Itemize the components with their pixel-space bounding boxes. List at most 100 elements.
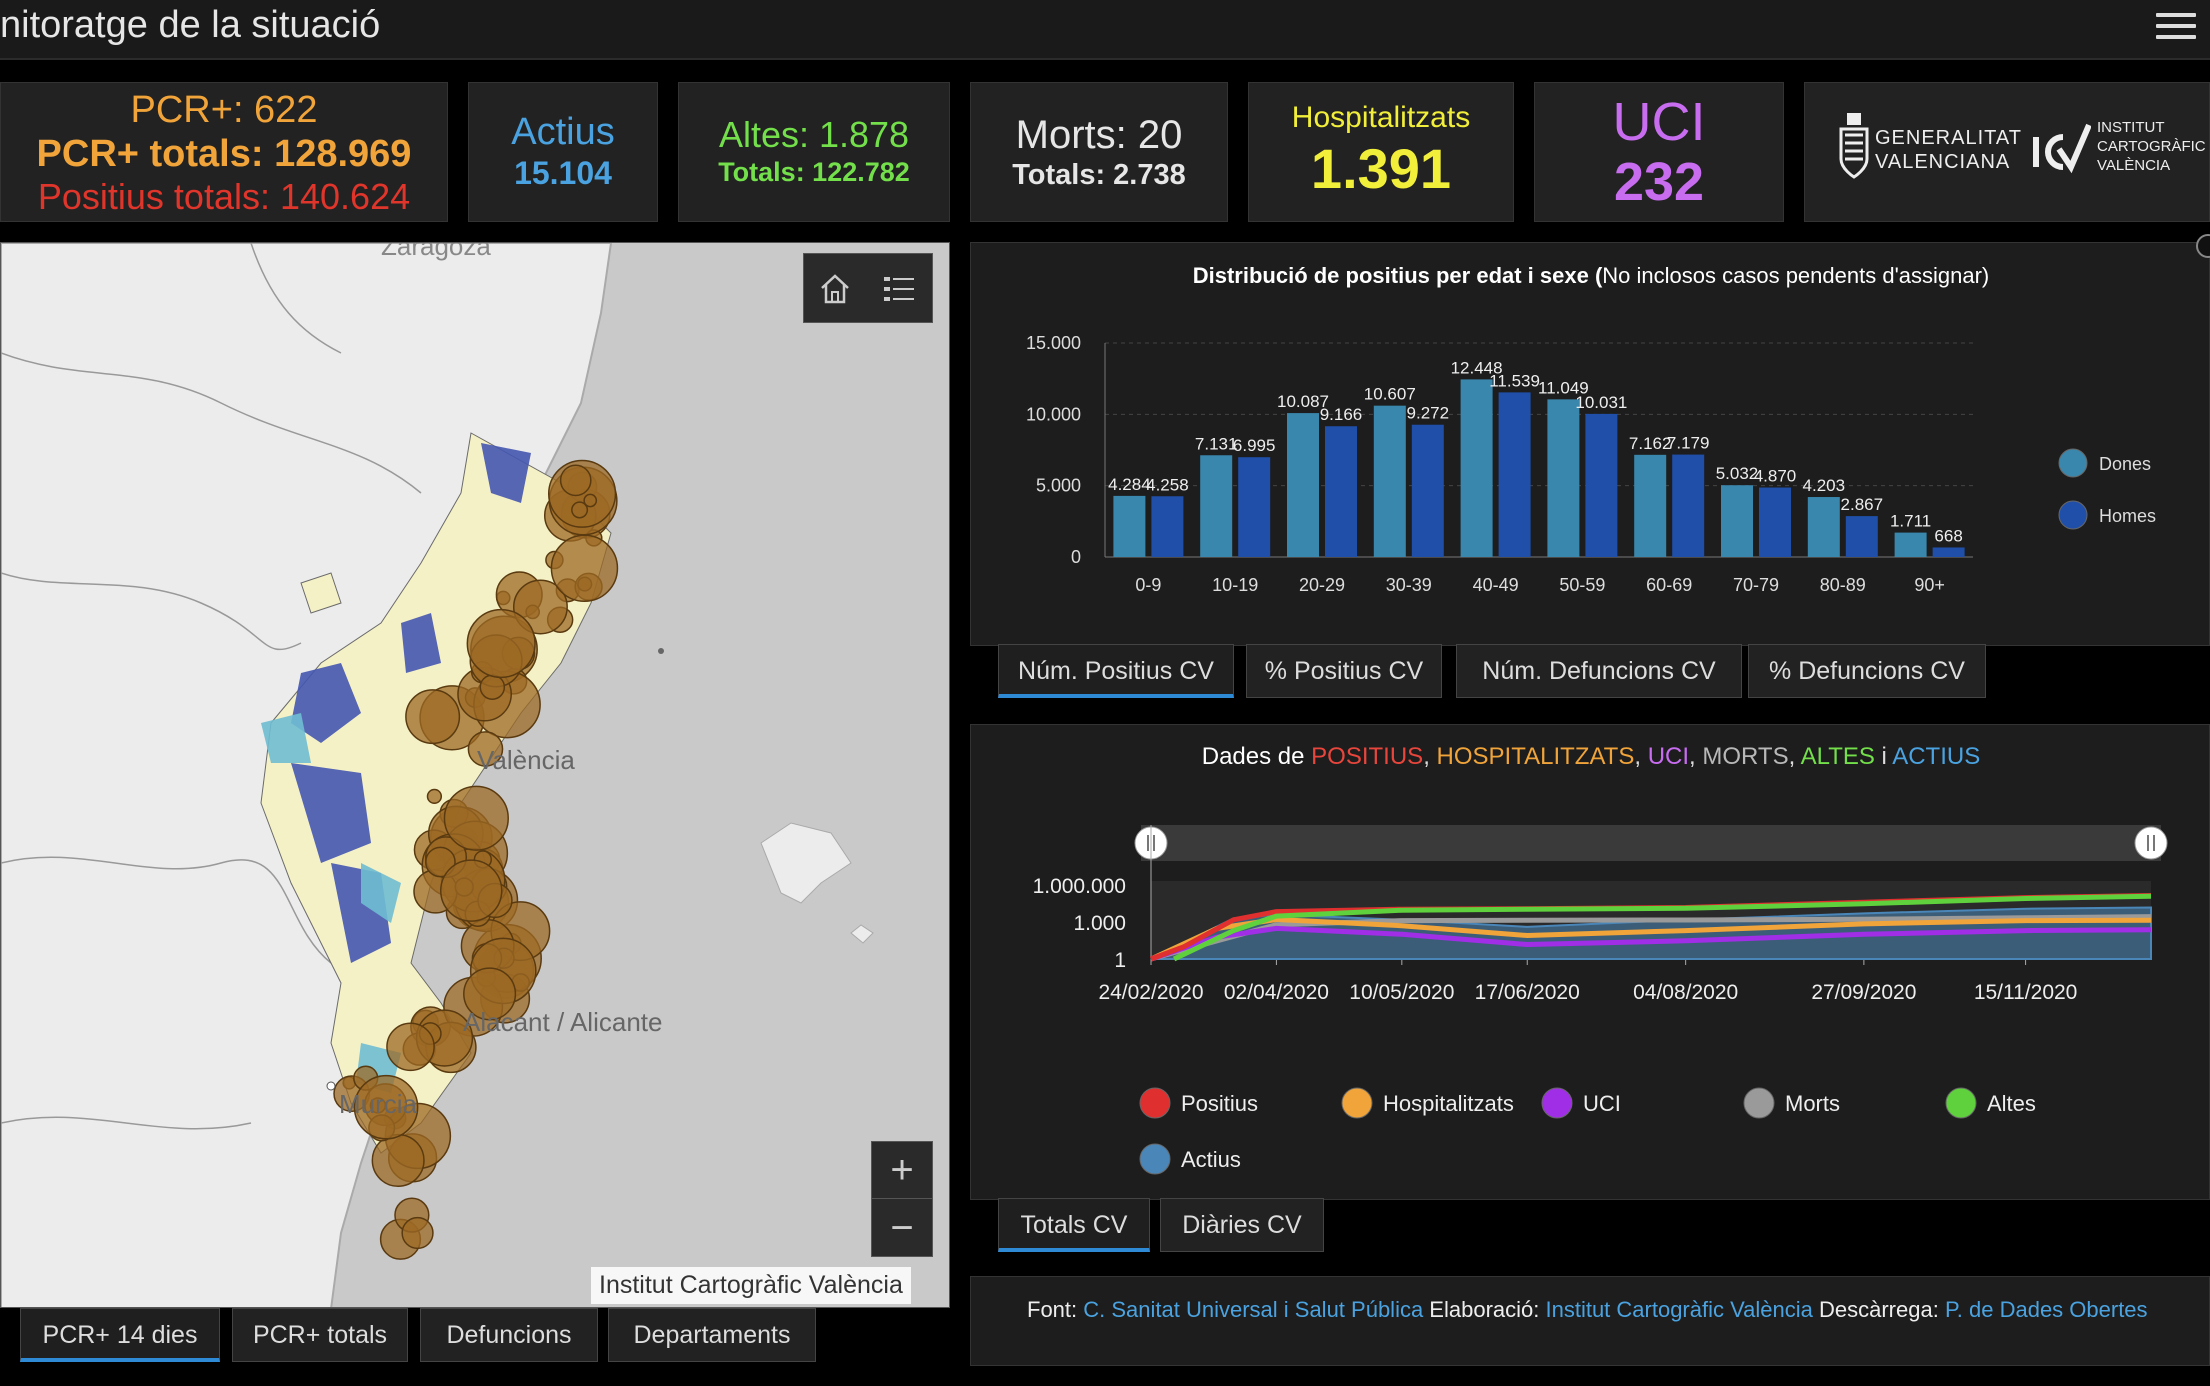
map-bubble: [467, 731, 504, 767]
x-tick-label: 0-9: [1135, 575, 1161, 595]
legend-item-morts[interactable]: Morts: [1743, 1087, 1840, 1119]
tab-pcr-14-dies[interactable]: PCR+ 14 dies: [20, 1308, 220, 1362]
home-icon[interactable]: [818, 272, 852, 306]
map-label-murcia: Murcia: [339, 1089, 418, 1119]
timeline-title-part: i: [1874, 743, 1893, 770]
tab-totals-cv[interactable]: Totals CV: [998, 1198, 1150, 1252]
timeline-title-part: ,: [1689, 743, 1703, 770]
map-bubble: [426, 788, 443, 805]
map-bubble: [353, 1074, 419, 1140]
timeline-title-part: ,: [1788, 743, 1801, 770]
legend-dot-dones: [2058, 448, 2088, 478]
age-bar-dones[interactable]: [1373, 405, 1406, 557]
age-bar-homes[interactable]: [1932, 547, 1965, 557]
age-bar-homes[interactable]: [1238, 457, 1271, 557]
age-bar-dones[interactable]: [1894, 532, 1927, 557]
uci-card: UCI 232: [1534, 82, 1784, 222]
age-chart-title-rest: No inclosos casos pendents d'assignar): [1602, 263, 1990, 288]
age-bar-homes[interactable]: [1411, 424, 1444, 557]
zoom-in-button[interactable]: +: [872, 1142, 932, 1199]
legend-label: Actius: [1181, 1147, 1241, 1172]
map-label-zaragoza: Zaragoza: [381, 242, 491, 261]
timeline-x-tick: 24/02/2020: [1098, 981, 1203, 1004]
source-desc-link[interactable]: P. de Dades Obertes: [1944, 1297, 2148, 1322]
tab-pcr-totals[interactable]: PCR+ totals: [232, 1308, 408, 1362]
bar-value-label: 9.166: [1320, 405, 1363, 424]
x-tick-label: 70-79: [1733, 575, 1779, 595]
legend-item-hospitalitzats[interactable]: Hospitalitzats: [1341, 1087, 1514, 1119]
age-bar-homes[interactable]: [1151, 496, 1184, 557]
zoom-out-button[interactable]: −: [890, 1206, 914, 1250]
age-chart-title-bold: Distribució de positius per edat i sexe …: [1192, 263, 1603, 288]
source-elab-link[interactable]: Institut Cartogràfic València: [1545, 1297, 1813, 1322]
map-toolbar: [803, 253, 933, 323]
legend-item-altes[interactable]: Altes: [1945, 1087, 2036, 1119]
map-bubble: [371, 1133, 425, 1187]
age-bar-dones[interactable]: [1721, 485, 1753, 557]
x-tick-label: 40-49: [1473, 575, 1519, 595]
legend-label-homes[interactable]: Homes: [2099, 506, 2156, 526]
legend-list-icon[interactable]: [882, 272, 916, 306]
legend-dot-homes: [2058, 500, 2088, 530]
icv-logo-line1: INSTITUT: [2097, 119, 2165, 136]
age-bar-dones[interactable]: [1807, 497, 1840, 557]
tab-departaments[interactable]: Departaments: [608, 1308, 816, 1362]
age-bar-homes[interactable]: [1759, 487, 1791, 557]
age-bar-dones[interactable]: [1547, 399, 1580, 557]
age-bar-dones[interactable]: [1460, 379, 1493, 557]
age-bar-homes[interactable]: [1325, 426, 1357, 557]
icv-logo-icon: [2033, 123, 2091, 174]
x-tick-label: 60-69: [1646, 575, 1692, 595]
morts-card: Morts: 20 Totals: 2.738: [970, 82, 1228, 222]
age-bar-dones[interactable]: [1113, 495, 1146, 557]
actius-label: Actius: [511, 111, 615, 153]
legend-label-dones[interactable]: Dones: [2099, 454, 2151, 474]
source-font-link[interactable]: C. Sanitat Universal i Salut Pública: [1083, 1297, 1424, 1322]
altes-label: Altes: 1.878: [718, 114, 910, 155]
age-bar-dones[interactable]: [1634, 454, 1667, 557]
map-canvas[interactable]: [1, 243, 950, 1308]
tab-pct-defuncions[interactable]: % Defuncions CV: [1748, 644, 1986, 698]
age-bar-homes[interactable]: [1845, 516, 1878, 557]
age-bar-dones[interactable]: [1200, 455, 1233, 557]
source-line: Font: C. Sanitat Universal i Salut Públi…: [1027, 1297, 2148, 1323]
age-bar-homes[interactable]: [1585, 413, 1618, 557]
bar-value-label: 6.995: [1233, 436, 1276, 455]
series-line-altes: [1173, 893, 2152, 962]
bar-value-label: 4.203: [1803, 476, 1846, 495]
y-tick-label: 10.000: [1026, 404, 1081, 424]
bar-value-label: 10.607: [1364, 385, 1416, 404]
icv-logo-line3: VALÈNCIA: [2097, 157, 2171, 174]
timeline-title-part: ,: [1634, 743, 1648, 770]
timeline-panel: Dades de POSITIUS, HOSPITALITZATS, UCI, …: [970, 724, 2210, 1200]
tab-num-defuncions[interactable]: Núm. Defuncions CV: [1456, 644, 1742, 698]
series-line-uci: [1150, 925, 2152, 962]
age-bar-homes[interactable]: [1672, 454, 1705, 557]
hospitalitzats-card: Hospitalitzats 1.391: [1248, 82, 1514, 222]
tab-defuncions[interactable]: Defuncions: [420, 1308, 598, 1362]
icv-logo-line2: CARTOGRÀFIC: [2097, 138, 2206, 155]
map-attribution[interactable]: Institut Cartogràfic València: [591, 1267, 911, 1304]
hamburger-menu-icon[interactable]: [2156, 6, 2196, 48]
bar-value-label: 7.179: [1667, 434, 1710, 453]
age-bar-homes[interactable]: [1498, 392, 1531, 557]
legend-item-positius[interactable]: Positius: [1139, 1087, 1258, 1119]
time-slider-handle-end[interactable]: [2134, 826, 2168, 860]
morts-totals: Totals: 2.738: [1012, 159, 1186, 191]
zoom-controls: + −: [871, 1141, 933, 1257]
legend-item-actius[interactable]: Actius: [1139, 1143, 1241, 1175]
age-bar-dones[interactable]: [1287, 413, 1319, 557]
legend-label: Positius: [1181, 1091, 1258, 1116]
map-bubble: [571, 501, 589, 519]
age-chart-options-icon[interactable]: [2196, 234, 2210, 258]
bar-value-label: 10.031: [1575, 393, 1627, 412]
tab-num-positius[interactable]: Núm. Positius CV: [998, 644, 1234, 698]
legend-item-uci[interactable]: UCI: [1541, 1087, 1621, 1119]
app-header: nitoratge de la situació: [0, 0, 2210, 60]
tab-pct-positius[interactable]: % Positius CV: [1246, 644, 1442, 698]
actius-value: 15.104: [514, 155, 612, 191]
tab-diaries-cv[interactable]: Diàries CV: [1160, 1198, 1324, 1252]
time-slider-track[interactable]: [1141, 825, 2161, 861]
map-panel[interactable]: Zaragoza València Alacant / Alicante Mur…: [0, 242, 950, 1308]
